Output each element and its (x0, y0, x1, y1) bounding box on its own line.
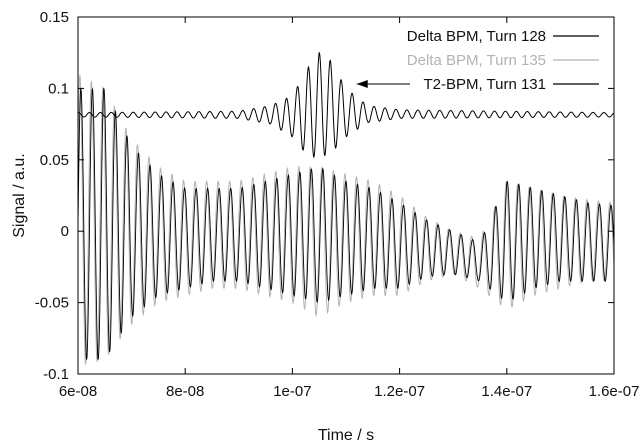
series-line-2 (78, 74, 614, 365)
y-axis-title: Signal / a.u. (11, 153, 28, 238)
y-tick-label: 0.15 (40, 9, 69, 26)
annotation-arrowhead (356, 80, 368, 88)
y-tick-label: 0 (61, 223, 69, 240)
y-tick-label: 0.05 (40, 152, 69, 169)
x-tick-label: 1.6e-07 (589, 383, 640, 400)
legend-label-1: Delta BPM, Turn 128 (407, 28, 546, 45)
x-axis-title: Time / s (318, 427, 374, 444)
axis-ticks (77, 16, 615, 375)
plot-frame (77, 16, 615, 375)
legend-label-3: T2-BPM, Turn 131 (423, 76, 546, 93)
legend: Delta BPM, Turn 128 Delta BPM, Turn 135 T2… (356, 28, 599, 93)
y-tick-label: 0.1 (48, 80, 69, 97)
y-tick-label: -0.05 (35, 295, 69, 312)
x-tick-label: 1.4e-07 (481, 383, 532, 400)
y-tick-label: -0.1 (43, 366, 69, 383)
x-tick-label: 6e-08 (59, 383, 97, 400)
legend-label-2: Delta BPM, Turn 135 (407, 52, 546, 69)
series-line-3 (78, 51, 614, 159)
plot-series-layer (78, 51, 614, 365)
tick-labels: 6e-08 8e-08 1e-07 1.2e-07 1.4e-07 1.6e-07 -0.1… (35, 9, 640, 400)
x-tick-label: 8e-08 (166, 383, 204, 400)
x-tick-label: 1.2e-07 (374, 383, 425, 400)
x-tick-label: 1e-07 (273, 383, 311, 400)
series-line-1 (78, 87, 614, 360)
